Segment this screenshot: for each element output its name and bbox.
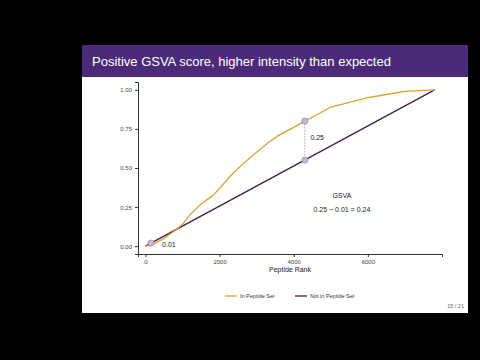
page-number: 15 / 21 [447, 303, 464, 309]
slide [82, 45, 468, 313]
x-tick-mark [145, 254, 146, 257]
x-axis: 0 2000 4000 6000 [139, 254, 443, 265]
title-bar [82, 45, 468, 77]
y-tick: 1.00 [120, 87, 138, 93]
x-tick-label: 6000 [362, 259, 376, 265]
y-tick: 0.75 [120, 126, 138, 132]
y-axis-line [135, 83, 139, 255]
x-tick-mark [294, 254, 295, 257]
y-tick-label: 0.75 [120, 126, 132, 132]
y-tick-label: 0.00 [120, 244, 132, 250]
y-tick-label: 1.00 [120, 87, 132, 93]
x-tick-mark [368, 254, 369, 257]
highlight-point [148, 240, 154, 246]
annotation: 0.25 [310, 134, 324, 141]
background [0, 0, 480, 360]
y-tick: 0.25 [120, 205, 138, 211]
legend-swatch [225, 295, 237, 296]
difference-segment [304, 121, 305, 160]
x-axis-line [139, 255, 443, 258]
x-tick-label: 0 [144, 259, 148, 265]
y-tick-mark [135, 129, 138, 130]
y-tick-mark [135, 168, 138, 169]
y-tick: 0.00 [120, 244, 138, 250]
y-tick-mark [135, 207, 138, 208]
annotation: GSVA [332, 192, 351, 199]
x-tick-mark [220, 254, 221, 257]
x-axis-title: Peptide Rank [269, 266, 312, 274]
slide-title: Positive GSVA score, higher intensity th… [92, 54, 391, 69]
series-line [145, 90, 434, 246]
series-line [145, 90, 434, 246]
y-axis: 0.00 0.25 0.50 0.75 1.00 [120, 83, 138, 255]
x-tick: 6000 [362, 254, 376, 265]
legend-label: Not in Peptide Set [310, 293, 355, 299]
y-tick-label: 0.25 [120, 205, 132, 211]
highlight-point [302, 118, 308, 124]
y-tick-mark [135, 90, 138, 91]
annotation: 0.25 − 0.01 = 0.24 [313, 206, 370, 213]
legend: In Peptide Set Not in Peptide Set [225, 293, 355, 299]
annotation: 0.01 [162, 241, 176, 248]
plot-area [145, 90, 434, 246]
y-tick-label: 0.50 [120, 165, 132, 171]
legend-swatch [295, 295, 307, 296]
x-tick: 0 [144, 254, 148, 265]
x-tick-label: 2000 [213, 259, 227, 265]
x-tick-label: 4000 [288, 259, 302, 265]
x-tick: 4000 [288, 254, 302, 265]
legend-label: In Peptide Set [240, 293, 275, 299]
y-tick: 0.50 [120, 165, 138, 171]
highlight-point [302, 157, 308, 163]
y-tick-mark [135, 246, 138, 247]
x-tick: 2000 [213, 254, 227, 265]
